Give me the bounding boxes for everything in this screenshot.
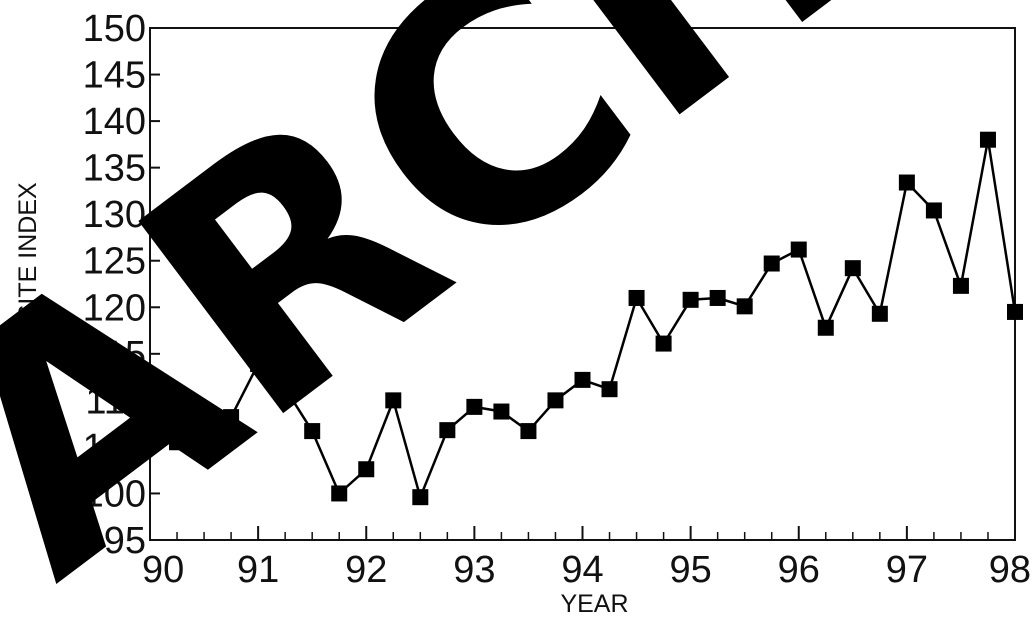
y-tick-label: 150	[83, 8, 146, 50]
series-markers	[142, 131, 1023, 506]
y-axis-title: COMPOSITE INDEX	[14, 182, 42, 416]
data-point	[304, 423, 321, 440]
data-point	[385, 392, 402, 409]
data-point	[952, 277, 969, 294]
y-tick-label: 135	[83, 148, 146, 190]
data-point	[817, 319, 834, 336]
data-point	[844, 260, 861, 277]
y-tick-label: 130	[83, 194, 146, 236]
y-tick-label: 100	[83, 473, 146, 515]
data-point	[655, 335, 672, 352]
data-point	[196, 404, 213, 421]
data-point	[493, 403, 510, 420]
data-point	[223, 409, 240, 426]
data-point	[709, 289, 726, 306]
data-point	[1007, 303, 1023, 320]
x-tick-label: 97	[886, 549, 928, 591]
y-tick-label: 145	[83, 55, 146, 97]
x-tick-label: 91	[237, 549, 279, 591]
data-point	[412, 489, 429, 506]
data-point	[763, 255, 780, 272]
data-point	[574, 371, 591, 388]
x-tick-label: 94	[561, 549, 603, 591]
y-tick-label: 95	[104, 520, 146, 562]
data-point	[277, 380, 294, 397]
data-point	[898, 174, 915, 191]
y-tick-label: 105	[83, 427, 146, 469]
data-point	[466, 398, 483, 415]
x-tick-label: 92	[345, 549, 387, 591]
data-point	[628, 289, 645, 306]
y-tick-label: 120	[83, 287, 146, 329]
x-tick-label: 96	[778, 549, 820, 591]
x-tick-label: 90	[142, 549, 184, 591]
data-point	[520, 423, 537, 440]
data-point	[250, 356, 267, 373]
x-tick-label: 93	[453, 549, 495, 591]
data-point	[331, 485, 348, 502]
x-axis: 90 91 92 93 94 95 96 97 98	[142, 526, 1031, 591]
data-point	[547, 392, 564, 409]
data-point	[736, 298, 753, 315]
data-point	[682, 291, 699, 308]
y-tick-label: 125	[83, 241, 146, 283]
data-point	[871, 305, 888, 322]
data-point	[925, 202, 942, 219]
y-tick-label: 115	[85, 334, 146, 376]
x-tick-label: 98	[989, 549, 1031, 591]
x-tick-label: 95	[669, 549, 711, 591]
data-point	[358, 461, 375, 478]
data-point	[142, 386, 158, 403]
data-point	[790, 241, 807, 258]
x-axis-title: YEAR	[560, 590, 628, 618]
data-point	[979, 131, 996, 148]
data-point	[169, 434, 186, 451]
y-tick-label: 110	[85, 380, 146, 422]
data-point	[439, 422, 456, 439]
y-tick-label: 140	[83, 101, 146, 143]
data-point	[601, 381, 618, 398]
